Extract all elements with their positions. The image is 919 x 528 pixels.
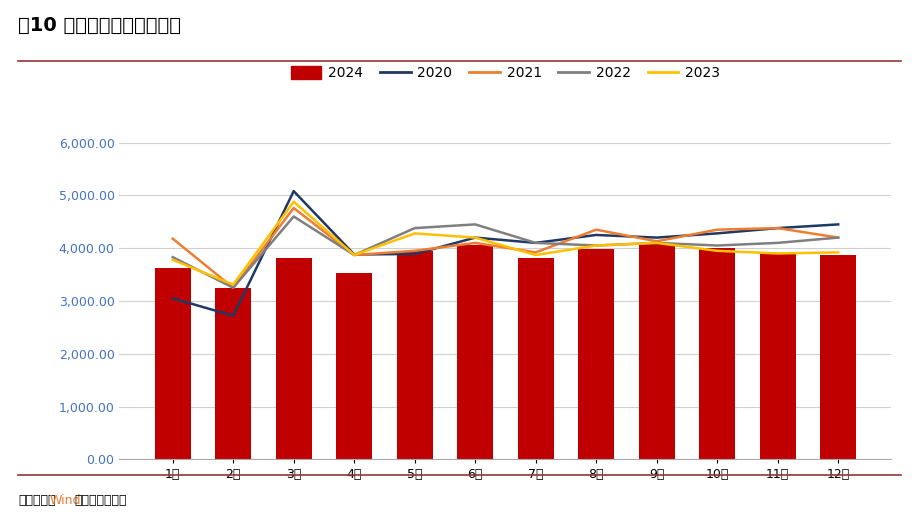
Text: ，中证鹏元整理: ，中证鹏元整理: [74, 494, 127, 507]
Bar: [276, 258, 312, 459]
Bar: [397, 251, 433, 459]
Bar: [578, 249, 614, 459]
Bar: [154, 268, 191, 459]
Text: 图10 中国焦煤产量（万吨）: 图10 中国焦煤产量（万吨）: [18, 16, 181, 35]
Bar: [699, 248, 735, 459]
Bar: [215, 288, 252, 459]
Bar: [517, 258, 554, 459]
Legend: 2024, 2020, 2021, 2022, 2023: 2024, 2020, 2021, 2022, 2023: [285, 61, 726, 86]
Bar: [820, 255, 857, 459]
Bar: [639, 244, 675, 459]
Text: 资料来源：: 资料来源：: [18, 494, 56, 507]
Bar: [457, 245, 494, 459]
Text: Wind: Wind: [50, 494, 81, 507]
Bar: [336, 273, 372, 459]
Bar: [759, 253, 796, 459]
